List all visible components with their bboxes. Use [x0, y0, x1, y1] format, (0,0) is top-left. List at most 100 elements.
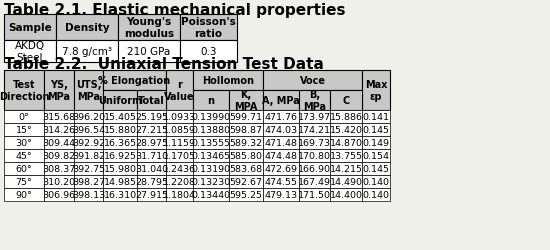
Bar — [299, 136, 330, 149]
Text: 31.710: 31.710 — [135, 152, 168, 160]
Text: 0.13440: 0.13440 — [191, 190, 230, 199]
Text: 31.040: 31.040 — [135, 164, 168, 173]
Bar — [137, 91, 166, 110]
Text: 471.48: 471.48 — [265, 138, 298, 147]
Text: 28.795: 28.795 — [135, 177, 168, 186]
Bar — [166, 136, 193, 149]
Bar — [103, 71, 166, 91]
Text: Uniform: Uniform — [98, 96, 142, 106]
Bar — [299, 150, 330, 162]
Bar — [229, 175, 263, 188]
Bar — [263, 110, 299, 124]
Text: 30°: 30° — [15, 138, 32, 147]
Text: 0.145: 0.145 — [362, 126, 389, 134]
Text: 0.141: 0.141 — [362, 112, 389, 122]
Text: 396.20: 396.20 — [72, 112, 105, 122]
Text: 0.13990: 0.13990 — [191, 112, 230, 122]
Bar — [263, 188, 299, 201]
Text: B,
MPa: B, MPa — [303, 90, 326, 111]
Text: 315.68: 315.68 — [42, 112, 75, 122]
Text: 391.82: 391.82 — [72, 152, 105, 160]
Text: 1.0933: 1.0933 — [163, 112, 196, 122]
Text: 15.880: 15.880 — [103, 126, 136, 134]
Bar — [166, 188, 193, 201]
Bar — [4, 41, 56, 63]
Bar — [229, 150, 263, 162]
Bar — [263, 124, 299, 136]
Text: 589.32: 589.32 — [229, 138, 262, 147]
Bar — [193, 136, 229, 149]
Text: 7.8 g/cm³: 7.8 g/cm³ — [62, 47, 112, 57]
Text: r
Value: r Value — [164, 80, 195, 102]
Bar — [137, 150, 166, 162]
Text: 306.96: 306.96 — [42, 190, 75, 199]
Bar — [362, 188, 390, 201]
Text: Young's
modulus: Young's modulus — [124, 17, 174, 39]
Text: 583.68: 583.68 — [229, 164, 262, 173]
Text: 0°: 0° — [19, 112, 29, 122]
Text: 0.154: 0.154 — [362, 152, 389, 160]
Bar — [103, 110, 137, 124]
Bar — [44, 136, 74, 149]
Text: 398.13: 398.13 — [72, 190, 105, 199]
Bar — [103, 175, 137, 188]
Bar — [330, 110, 362, 124]
Text: 1.1705: 1.1705 — [163, 152, 196, 160]
Bar — [118, 15, 180, 41]
Text: 474.48: 474.48 — [265, 152, 298, 160]
Text: 75°: 75° — [15, 177, 32, 186]
Text: 309.44: 309.44 — [42, 138, 75, 147]
Text: 0.145: 0.145 — [362, 164, 389, 173]
Text: 174.21: 174.21 — [298, 126, 331, 134]
Bar — [193, 124, 229, 136]
Bar — [263, 136, 299, 149]
Bar — [263, 71, 362, 91]
Text: 14.400: 14.400 — [329, 190, 362, 199]
Bar — [362, 110, 390, 124]
Text: 90°: 90° — [15, 190, 32, 199]
Bar — [193, 110, 229, 124]
Text: K,
MPA: K, MPA — [234, 90, 258, 111]
Bar — [229, 91, 263, 110]
Bar — [299, 124, 330, 136]
Bar — [362, 124, 390, 136]
Bar — [118, 41, 180, 63]
Bar — [166, 71, 193, 110]
Text: 15.405: 15.405 — [103, 112, 136, 122]
Bar — [193, 188, 229, 201]
Bar — [166, 175, 193, 188]
Text: 599.71: 599.71 — [229, 112, 262, 122]
Bar — [4, 188, 44, 201]
Text: 392.75: 392.75 — [72, 164, 105, 173]
Text: 0.3: 0.3 — [200, 47, 217, 57]
Bar — [229, 188, 263, 201]
Text: 1.1804: 1.1804 — [163, 190, 196, 199]
Bar — [299, 91, 330, 110]
Text: C: C — [342, 96, 350, 106]
Bar — [4, 150, 44, 162]
Bar — [137, 136, 166, 149]
Text: Density: Density — [65, 23, 109, 33]
Text: 479.13: 479.13 — [265, 190, 298, 199]
Text: 169.73: 169.73 — [298, 138, 331, 147]
Bar — [74, 136, 103, 149]
Text: 15.420: 15.420 — [329, 126, 362, 134]
Text: 171.50: 171.50 — [298, 190, 331, 199]
Bar — [330, 150, 362, 162]
Bar — [263, 175, 299, 188]
Text: 15.980: 15.980 — [103, 164, 136, 173]
Bar — [4, 15, 56, 41]
Text: 396.54: 396.54 — [72, 126, 105, 134]
Text: A, MPa: A, MPa — [262, 96, 300, 106]
Bar — [362, 136, 390, 149]
Text: 60°: 60° — [15, 164, 32, 173]
Text: 0.140: 0.140 — [362, 190, 389, 199]
Bar — [263, 150, 299, 162]
Bar — [229, 110, 263, 124]
Text: 0.13230: 0.13230 — [191, 177, 230, 186]
Text: 1.1159: 1.1159 — [163, 138, 196, 147]
Bar — [74, 110, 103, 124]
Bar — [103, 124, 137, 136]
Text: 27.215: 27.215 — [135, 126, 168, 134]
Bar — [74, 175, 103, 188]
